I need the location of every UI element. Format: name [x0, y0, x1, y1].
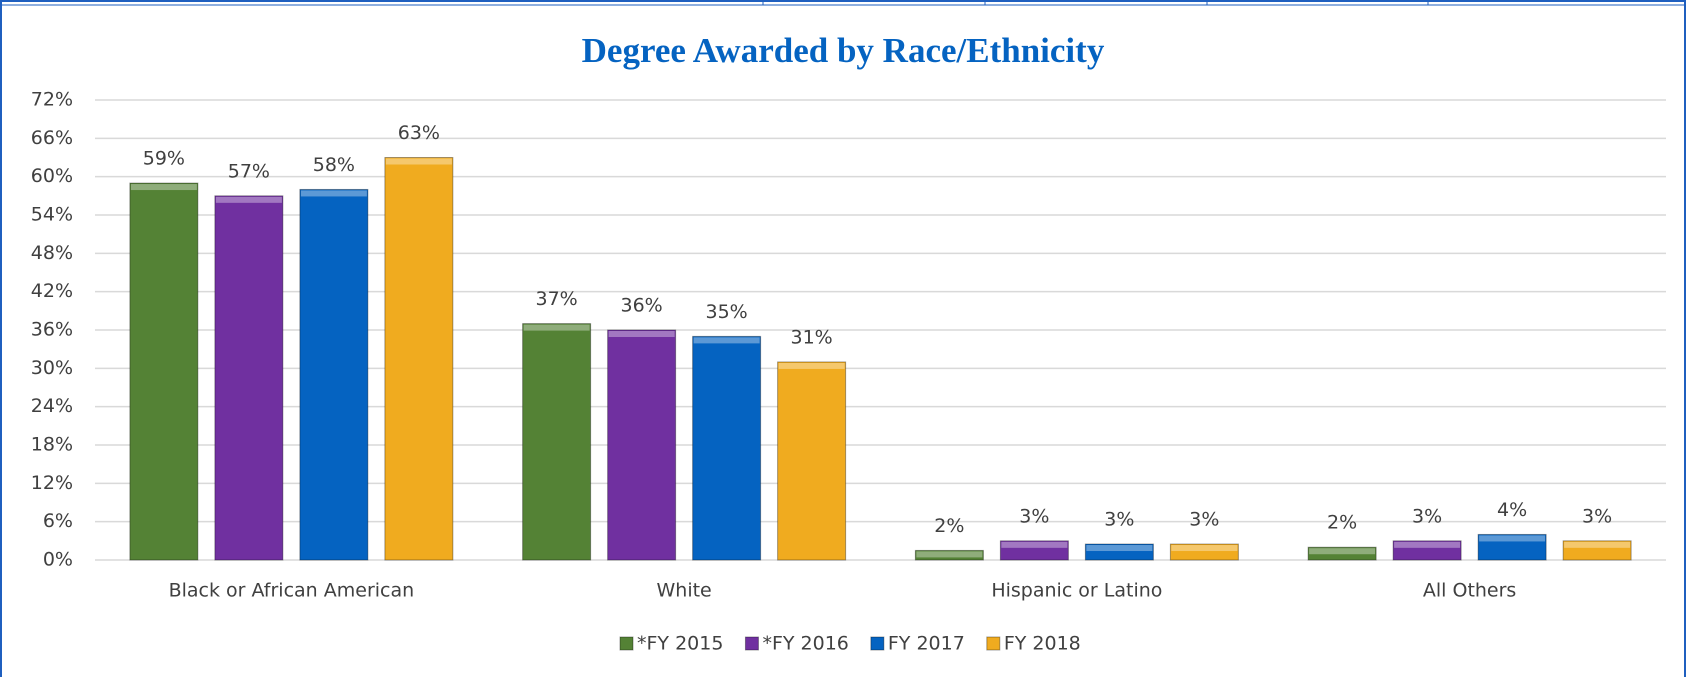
value-label: 4% — [1497, 499, 1527, 521]
y-tick-label: 0% — [43, 549, 73, 571]
bar-bevel — [130, 184, 197, 191]
bar-bevel — [1001, 541, 1068, 548]
value-label: 36% — [621, 295, 663, 317]
y-tick-label: 36% — [31, 319, 73, 341]
y-tick-label: 18% — [31, 434, 73, 456]
value-label: 35% — [706, 301, 748, 323]
value-label: 37% — [536, 288, 578, 310]
bar-bevel — [1479, 535, 1546, 542]
chart-title: Degree Awarded by Race/Ethnicity — [582, 31, 1105, 70]
bar-bevel — [385, 158, 452, 165]
legend-swatch — [744, 636, 759, 651]
bar-bevel — [1564, 541, 1631, 548]
bar-bevel — [693, 337, 760, 344]
bar — [777, 361, 847, 561]
bar — [607, 329, 677, 561]
bar — [299, 188, 369, 561]
x-tick-label: Black or African American — [169, 580, 415, 602]
y-tick-label: 48% — [31, 242, 73, 264]
y-tick-label: 60% — [31, 165, 73, 187]
x-tick-label: All Others — [1423, 580, 1516, 602]
x-tick-label: White — [657, 580, 712, 602]
y-tick-label: 12% — [31, 472, 73, 494]
bar-bevel — [215, 196, 282, 203]
bar-bevel — [1394, 541, 1461, 548]
y-tick-label: 42% — [31, 280, 73, 302]
value-label: 3% — [1412, 505, 1442, 527]
value-label: 63% — [398, 122, 440, 144]
bar-bevel — [916, 551, 983, 558]
y-tick-label: 54% — [31, 204, 73, 226]
y-tick-label: 66% — [31, 127, 73, 149]
value-label: 58% — [313, 154, 355, 176]
value-label: 31% — [791, 326, 833, 348]
bar-bevel — [608, 331, 675, 337]
legend-label: *FY 2016 — [762, 633, 848, 655]
bar-bevel — [1086, 545, 1153, 552]
legend-swatch — [619, 636, 634, 651]
value-label: 3% — [1019, 505, 1049, 527]
bar — [214, 195, 284, 561]
bar — [1169, 543, 1239, 561]
legend-label: FY 2018 — [1004, 633, 1081, 655]
bar — [1392, 540, 1462, 561]
legend-label: *FY 2015 — [637, 633, 723, 655]
bar-bevel — [523, 324, 590, 331]
y-tick-label: 72% — [31, 89, 73, 111]
bar — [384, 157, 454, 561]
value-label: 2% — [1327, 512, 1357, 534]
bar — [999, 540, 1069, 561]
bar — [914, 549, 984, 561]
bar — [1562, 540, 1632, 561]
legend-swatch — [986, 636, 1001, 651]
bar-bevel — [1171, 545, 1238, 552]
value-label: 3% — [1582, 505, 1612, 527]
bar-bevel — [778, 362, 845, 369]
bar-bevel — [1309, 548, 1376, 555]
legend-swatch — [870, 636, 885, 651]
y-tick-label: 24% — [31, 395, 73, 417]
bar — [129, 182, 199, 561]
bar — [692, 335, 762, 561]
value-label: 57% — [228, 160, 270, 182]
value-label: 2% — [934, 515, 964, 537]
value-label: 59% — [143, 148, 185, 170]
bar-bevel — [300, 190, 367, 197]
value-label: 3% — [1189, 509, 1219, 531]
bar — [1477, 533, 1547, 561]
bar — [1307, 546, 1377, 561]
y-tick-label: 30% — [31, 357, 73, 379]
x-tick-label: Hispanic or Latino — [991, 580, 1162, 602]
y-tick-label: 6% — [43, 510, 73, 532]
bar — [522, 323, 592, 561]
value-label: 3% — [1104, 509, 1134, 531]
legend-label: FY 2017 — [888, 633, 965, 655]
bar — [1084, 543, 1154, 561]
